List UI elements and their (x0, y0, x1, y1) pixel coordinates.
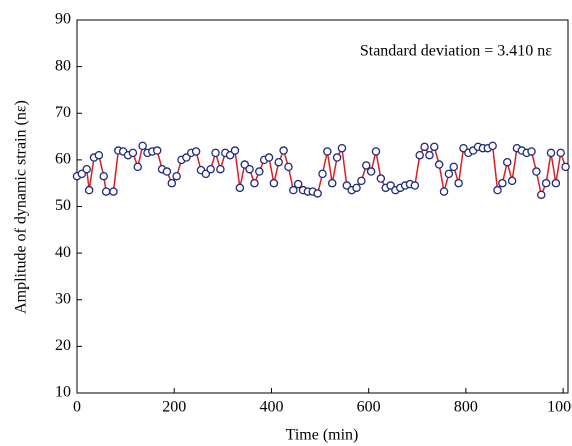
data-point (284, 162, 293, 172)
data-point (561, 162, 570, 172)
y-tick-label: 60 (55, 151, 71, 168)
data-point (255, 167, 264, 176)
data-point (274, 157, 283, 167)
y-tick-label: 70 (55, 104, 71, 121)
data-point (507, 176, 517, 186)
y-tick-label: 10 (55, 384, 71, 401)
data-point (94, 150, 104, 160)
data-point (449, 162, 459, 172)
data-point (128, 148, 138, 158)
data-point (279, 146, 288, 155)
data-point (527, 147, 536, 156)
data-point (444, 169, 454, 179)
data-point (357, 176, 366, 186)
data-point (172, 171, 181, 181)
data-point (337, 143, 347, 153)
data-point (293, 179, 303, 189)
data-point (250, 178, 259, 188)
data-point (313, 189, 322, 198)
data-point (99, 171, 108, 181)
data-point (84, 185, 94, 195)
data-point (327, 178, 337, 188)
data-point (332, 153, 342, 162)
data-point (318, 169, 327, 179)
data-point (352, 183, 361, 193)
data-point (532, 167, 541, 176)
data-point (425, 150, 434, 160)
x-tick-label: 0 (73, 399, 81, 416)
x-tick-label: 800 (454, 399, 478, 416)
data-point (502, 157, 512, 167)
data-point (191, 147, 201, 156)
data-point (167, 178, 177, 188)
data-point (109, 187, 118, 196)
y-axis-label: Amplitude of dynamic strain (nε) (13, 100, 30, 314)
data-point (493, 185, 502, 195)
data-point (434, 160, 444, 169)
data-point (376, 174, 386, 183)
data-point (264, 153, 274, 162)
annotation: Standard deviation = 3.410 nε (360, 43, 552, 60)
data-point (439, 187, 449, 196)
data-point (362, 161, 371, 170)
data-point (366, 167, 376, 176)
data-point (235, 183, 245, 193)
data-point (211, 148, 220, 158)
data-point (138, 141, 147, 151)
y-tick-label: 90 (55, 11, 71, 28)
data-point (101, 187, 111, 196)
x-tick-label: 200 (162, 399, 186, 416)
data-point (537, 190, 546, 200)
y-tick-label: 50 (55, 197, 71, 214)
data-point (556, 148, 565, 158)
data-point (546, 148, 556, 158)
data-point (206, 164, 215, 174)
x-tick-label: 600 (357, 399, 381, 416)
x-tick-label: 400 (259, 399, 283, 416)
y-tick-label: 40 (55, 244, 71, 261)
data-point (371, 147, 381, 156)
data-point (415, 150, 424, 160)
data-point (498, 178, 507, 188)
data-point (82, 164, 91, 174)
data-point (133, 162, 143, 172)
data-point (245, 164, 254, 174)
data-point (551, 178, 561, 188)
data-point (430, 142, 439, 152)
data-point (162, 167, 172, 176)
plot-frame (76, 19, 569, 394)
y-tick-label: 20 (55, 337, 71, 354)
data-point (216, 164, 225, 174)
data-point (269, 178, 279, 188)
data-point (152, 146, 162, 155)
data-point (323, 147, 332, 156)
data-point (420, 142, 429, 152)
x-tick-label: 1000 (547, 399, 572, 416)
y-tick-label: 30 (55, 290, 71, 307)
y-tick-label: 80 (55, 57, 71, 74)
data-point (289, 185, 298, 195)
data-point (541, 178, 551, 188)
x-axis-label: Time (min) (286, 427, 359, 444)
data-point (230, 146, 240, 155)
data-point (454, 178, 463, 188)
data-point (410, 181, 420, 190)
data-point (488, 141, 497, 151)
